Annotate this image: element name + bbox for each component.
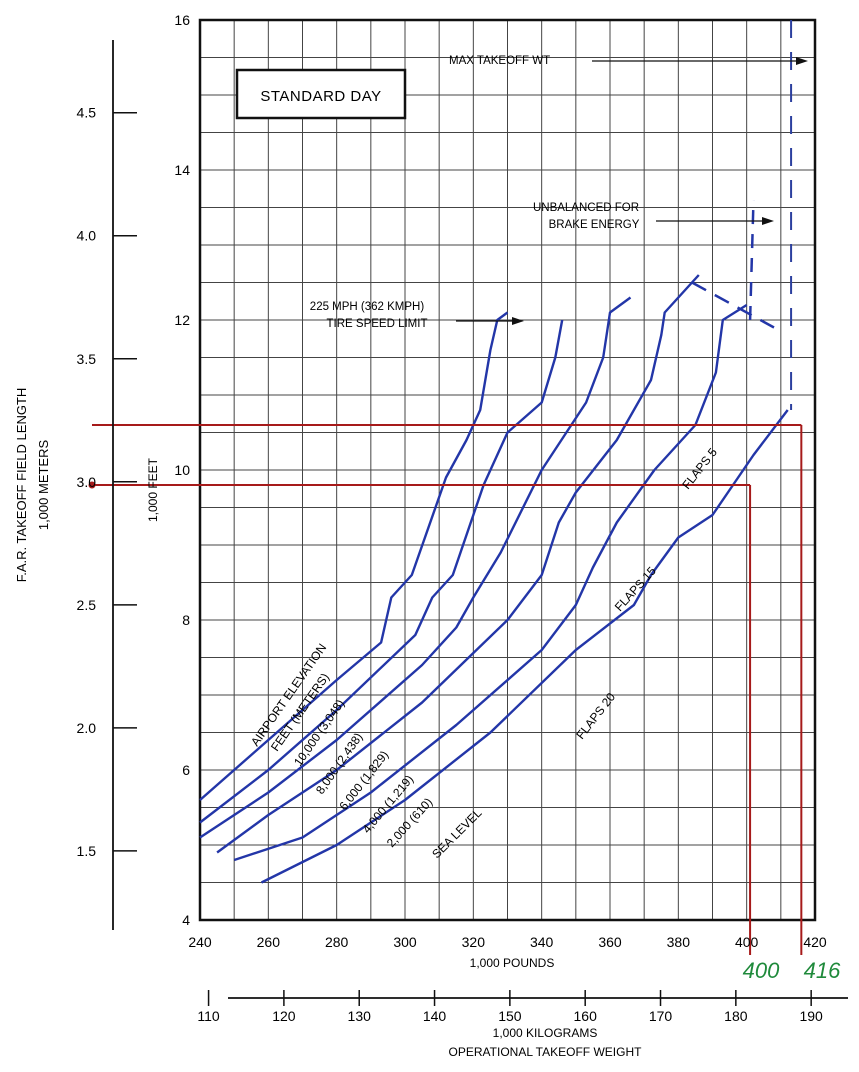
x-tick-label: 400 [735,934,759,950]
max-takeoff-wt-arrowhead [796,57,808,65]
tire-speed-arrowhead [512,317,524,325]
kg-tick-labels: 110 120 130 140 150 160 170 180 190 [197,990,823,1024]
y-axis-label-feet: 1,000 FEET [146,457,160,522]
standard-day-box [235,68,407,120]
x-axis-label-kg-2: OPERATIONAL TAKEOFF WEIGHT [449,1045,643,1059]
y-tick-label-meters: 1.5 [77,843,97,859]
tire-speed-label-1: 225 MPH (362 KMPH) [310,301,425,313]
curve-0 [199,311,509,801]
kg-tick-label: 110 [197,1008,220,1024]
y-tick-label-feet: 4 [182,912,190,928]
handwritten-value-416: 416 [804,958,841,983]
x-tick-label: 260 [257,934,281,950]
x-tick-label: 240 [188,934,212,950]
x-tick-label: 320 [462,934,486,950]
kg-tick-label: 120 [272,1008,296,1024]
kg-tick-label: 160 [574,1008,598,1024]
x-tick-label: 300 [393,934,417,950]
y-tick-label-meters: 3.5 [77,351,97,367]
x-tick-label: 380 [667,934,691,950]
y-tick-label-meters: 2.5 [77,597,97,613]
y-tick-label-meters: 2.0 [77,720,97,736]
curve-3 [216,274,700,854]
flaps-15-label: FLAPS 15 [612,564,659,614]
y-axis-label-meters-2: 1,000 METERS [36,440,51,531]
kg-tick-label: 140 [423,1008,447,1024]
curve-label-sea-level: SEA LEVEL [429,806,484,861]
reference-lines [691,20,793,410]
y-tick-label-feet: 6 [182,762,190,778]
kg-tick-label: 130 [348,1008,372,1024]
y-tick-label-feet: 10 [174,462,190,478]
marker-dot-a [88,481,96,489]
elevation-curves [199,274,789,884]
y-axis-label-meters-1: F.A.R. TAKEOFF FIELD LENGTH [14,388,29,583]
y-tick-label-meters: 4.0 [77,228,97,244]
kg-tick-label: 180 [724,1008,748,1024]
max-takeoff-wt-label: MAX TAKEOFF WT [449,55,550,67]
x-axis-label-kg-1: 1,000 KILOGRAMS [493,1026,598,1040]
standard-day-label: STANDARD DAY [260,88,381,105]
brake-energy-label-2: BRAKE ENERGY [549,219,640,231]
y-tick-label-meters: 4.5 [77,105,97,121]
handwritten-markers [88,424,803,955]
x-tick-label: 340 [530,934,554,950]
kg-tick-label: 190 [799,1008,823,1024]
kg-tick-label: 170 [649,1008,673,1024]
curve-4 [233,303,748,862]
y-tick-label-feet: 12 [174,312,190,328]
kg-tick-label: 150 [498,1008,522,1024]
curve-1 [199,319,564,824]
x-tick-label: 420 [803,934,827,950]
plot-frame [198,18,817,922]
y-tick-label-feet: 16 [174,12,190,28]
y-tick-labels-feet: 4 6 8 10 12 14 16 [174,12,190,928]
y-tick-label-feet: 14 [174,162,190,178]
brake-energy-arrowhead [762,217,774,225]
x-axis-label-pounds: 1,000 POUNDS [470,956,555,970]
x-tick-label: 360 [598,934,622,950]
flaps-20-label: FLAPS 20 [573,690,618,742]
x-tick-labels: 240 260 280 300 320 340 360 380 400 420 [188,934,827,950]
brake-energy-label-1: UNBALANCED FOR [533,202,639,214]
x-tick-label: 280 [325,934,349,950]
y-tick-label-meters: 3.0 [77,474,97,490]
brake-energy-dashed-diagonal [691,281,775,329]
y-tick-label-feet: 8 [182,612,190,628]
tire-speed-label-2: TIRE SPEED LIMIT [327,318,428,330]
curve-5 [260,409,789,884]
brake-energy-dashed-line [748,199,755,321]
chart-grid [200,20,815,920]
handwritten-value-400: 400 [743,958,780,983]
y-tick-labels-meters: 1.5 2.0 2.5 3.0 3.5 4.0 4.5 [77,105,137,859]
curve-2 [199,296,632,839]
